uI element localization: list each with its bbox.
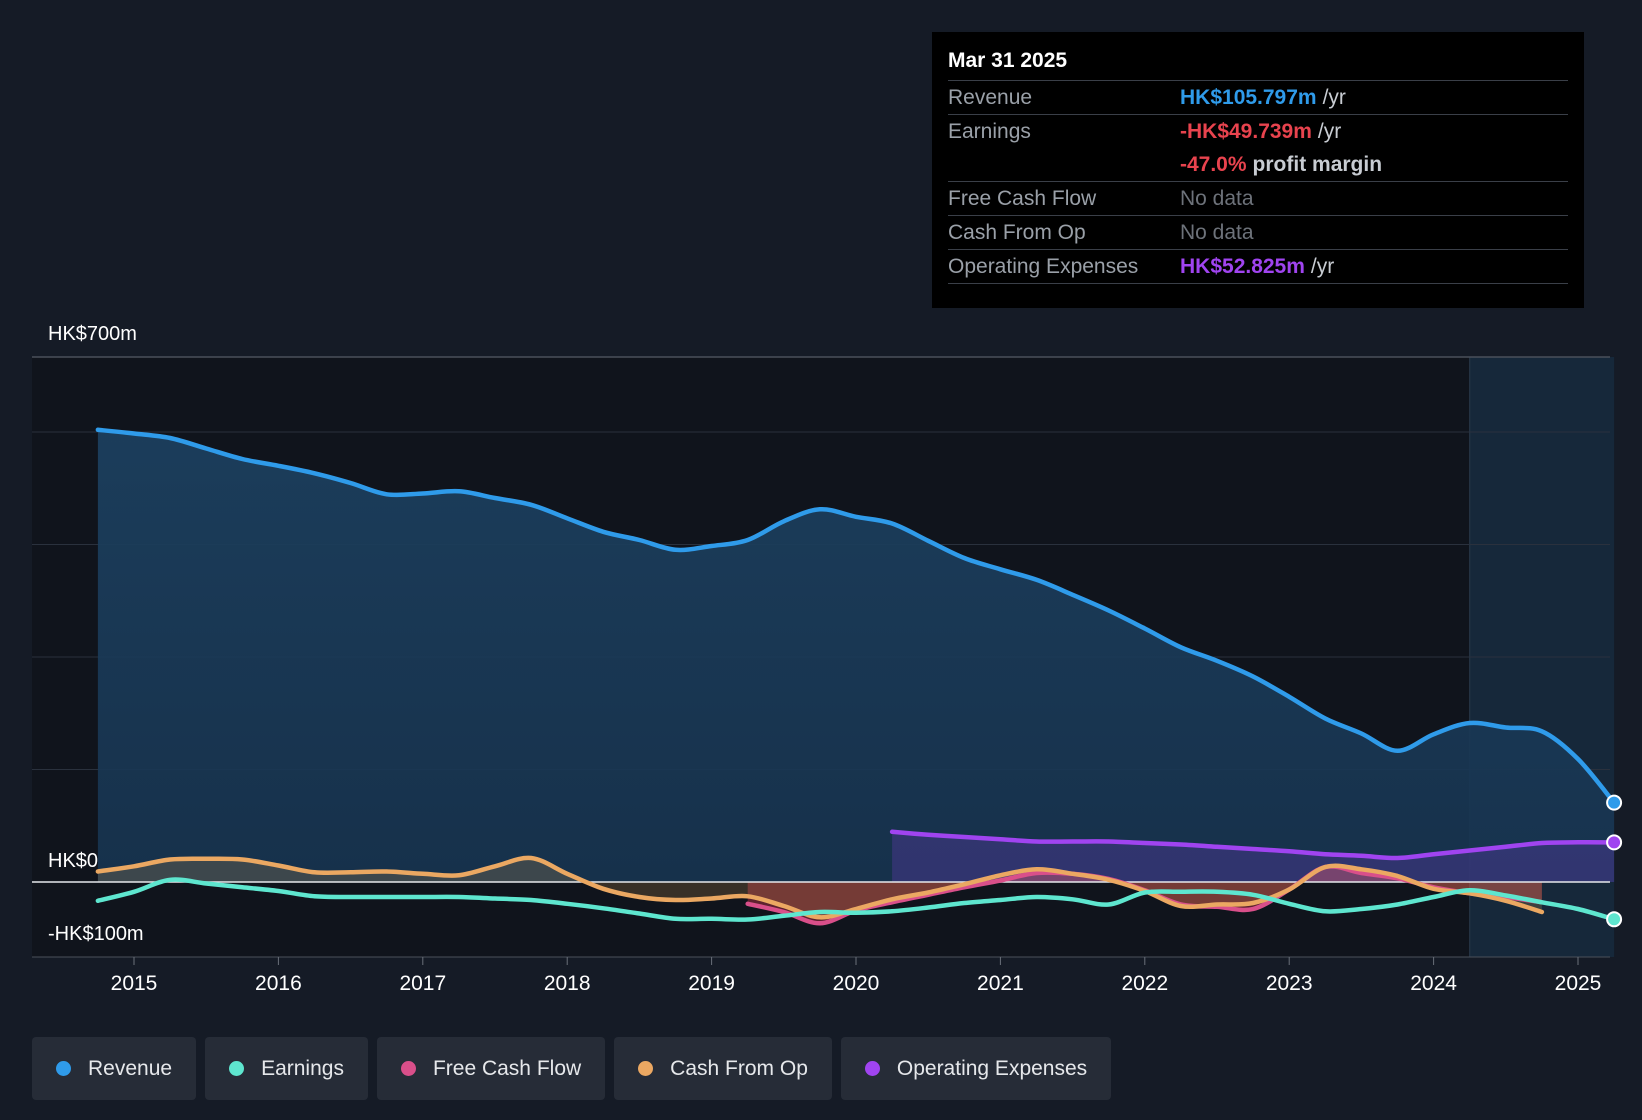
x-tick-label: 2023 (1266, 972, 1313, 995)
tooltip-value: HK$52.825m (1180, 255, 1305, 278)
tooltip-row-earnings: Earnings -HK$49.739m/yr (948, 115, 1568, 148)
legend-label: Free Cash Flow (432, 1056, 582, 1080)
financials-chart: HK$700m HK$0 -HK$100m 2015 2016 2017 2018 2019 2… (32, 323, 1623, 995)
legend-item-revenue[interactable]: Revenue (32, 1037, 197, 1100)
series-line-revenue (95, 427, 1617, 805)
tooltip-label: Cash From Op (948, 221, 1086, 244)
tooltip-label: Revenue (948, 86, 1033, 109)
tooltip-panel: Mar 31 2025 Revenue HK$105.797m/yr Earni… (932, 32, 1584, 308)
tooltip-unit: /yr (1322, 86, 1346, 109)
x-tick-label: 2017 (399, 972, 446, 995)
tooltip-unit: profit margin (1252, 153, 1383, 176)
x-tick-label: 2018 (544, 972, 591, 995)
tooltip-label: Operating Expenses (948, 255, 1139, 278)
y-axis-label: -HK$100m (48, 923, 144, 945)
y-axis-label: HK$0 (48, 850, 98, 872)
legend-dot-icon (400, 1061, 416, 1076)
legend-dot-icon (56, 1061, 71, 1076)
x-tick-label: 2020 (833, 972, 880, 995)
tooltip-row-free-cash-flow: Free Cash Flow No data (948, 182, 1568, 216)
series-line-operating-expenses (889, 829, 1617, 861)
y-axis-label: HK$700m (48, 323, 137, 345)
tooltip-value: No data (1180, 221, 1254, 244)
legend-item-operating-expenses[interactable]: Operating Expenses (840, 1037, 1112, 1100)
tooltip-value: -HK$49.739m (1180, 120, 1312, 143)
tooltip-value: No data (1180, 187, 1254, 210)
legend-label: Cash From Op (670, 1056, 808, 1080)
x-tick-label: 2015 (111, 972, 158, 995)
x-tick-label: 2024 (1410, 972, 1457, 995)
tooltip-label: Free Cash Flow (948, 187, 1097, 210)
legend-dot-icon (638, 1061, 654, 1076)
tooltip-value: -47.0% (1180, 153, 1247, 176)
tooltip-row-revenue: Revenue HK$105.797m/yr (948, 81, 1568, 115)
end-marker-operating-expenses (1606, 834, 1623, 851)
legend-label: Revenue (88, 1056, 173, 1080)
tooltip-unit: /yr (1317, 120, 1342, 143)
tooltip-unit: /yr (1310, 255, 1335, 278)
series-line-earnings (95, 877, 1617, 922)
legend: Revenue Earnings Free Cash Flow Cash Fro… (32, 1037, 1112, 1100)
x-tick-label: 2025 (1555, 972, 1602, 995)
tooltip-label: Earnings (948, 120, 1031, 143)
tooltip-row-cash-from-op: Cash From Op No data (948, 216, 1568, 250)
tooltip-row-operating-expenses: Operating Expenses HK$52.825m/yr (948, 250, 1568, 284)
end-marker-earnings (1606, 911, 1623, 928)
series-area-revenue (97, 429, 1615, 882)
legend-item-cash-from-op[interactable]: Cash From Op (614, 1037, 832, 1100)
legend-dot-icon (229, 1061, 245, 1076)
x-tick-label: 2016 (255, 972, 302, 995)
series-line-cash-from-op (95, 855, 1545, 920)
x-tick-label: 2019 (688, 972, 735, 995)
legend-label: Earnings (261, 1056, 344, 1080)
series-area-operating-expenses (892, 831, 1615, 882)
tooltip-label (948, 148, 1180, 181)
legend-label: Operating Expenses (896, 1056, 1088, 1080)
series-area-free-cash-flow (747, 866, 1542, 924)
x-tick-label: 2021 (977, 972, 1024, 995)
tooltip-value: HK$105.797m (1180, 86, 1317, 109)
legend-item-free-cash-flow[interactable]: Free Cash Flow (376, 1037, 606, 1100)
legend-item-earnings[interactable]: Earnings (205, 1037, 368, 1100)
tooltip-date: Mar 31 2025 (948, 46, 1568, 81)
tooltip-row-profit-margin: -47.0% profit margin (948, 148, 1568, 182)
legend-dot-icon (864, 1061, 880, 1076)
x-tick-label: 2022 (1121, 972, 1168, 995)
end-marker-revenue (1606, 794, 1623, 811)
